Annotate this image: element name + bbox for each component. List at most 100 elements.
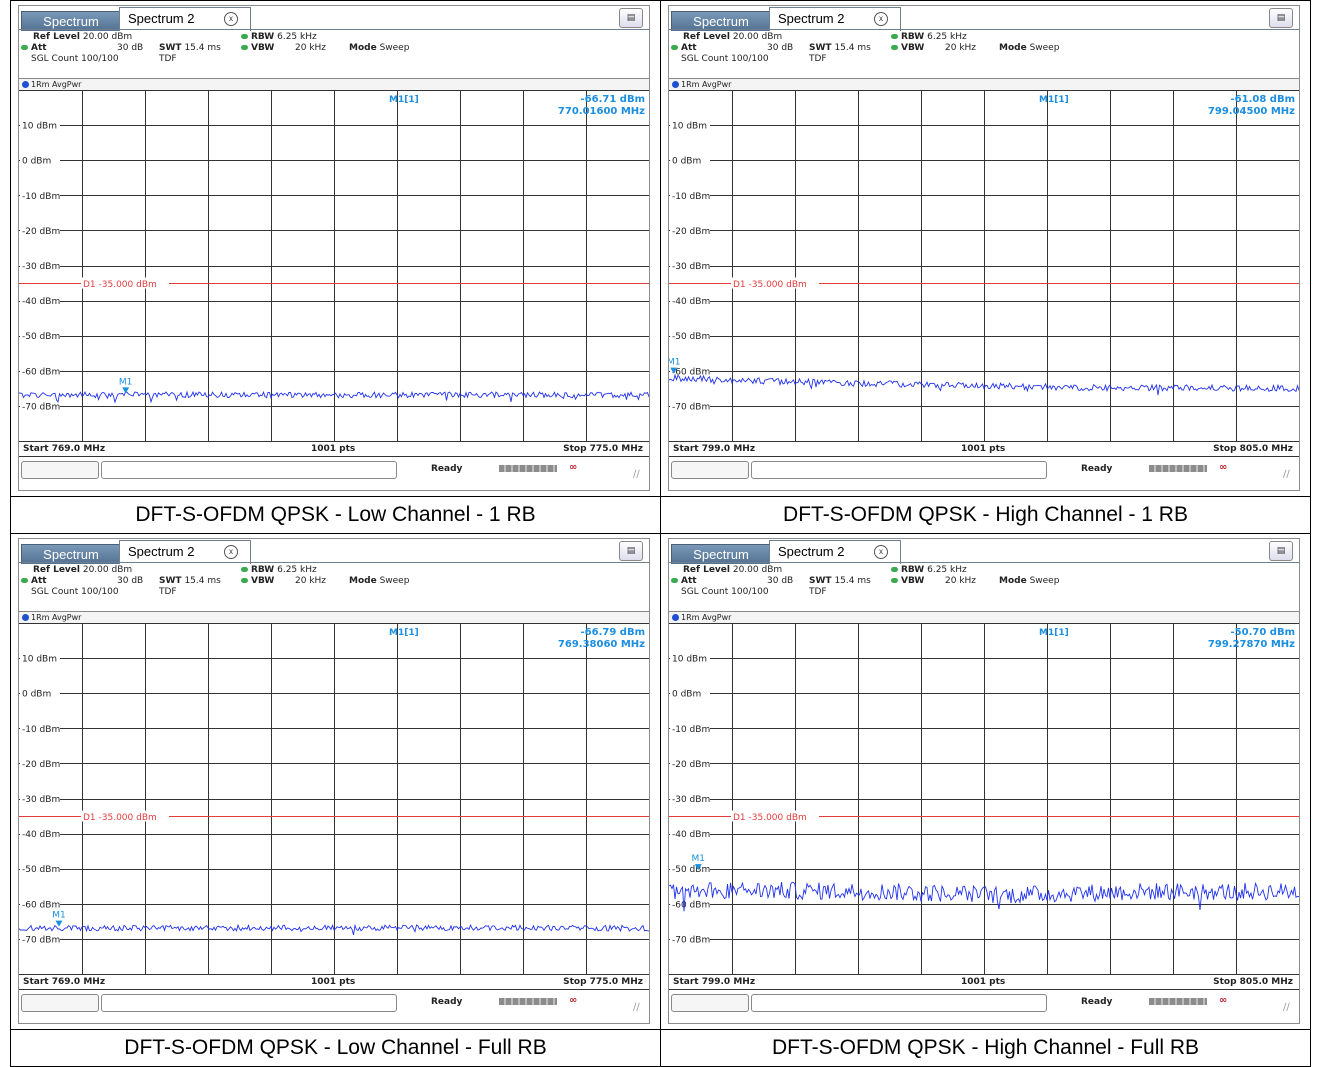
cell-low-1rb: Spectrum Spectrum 2 x ▤ Ref Level 20.00 … [10, 0, 661, 497]
att-indicator-icon [671, 578, 678, 583]
tab-spectrum[interactable]: Spectrum [21, 544, 121, 564]
resize-grip-icon[interactable]: ∕∕ [1283, 1002, 1290, 1013]
status-field-left[interactable] [671, 994, 749, 1012]
y-tick-label-bg [20, 224, 60, 236]
start-frequency: Start 769.0 MHz [23, 977, 106, 987]
y-tick-label: -50 dBm [672, 865, 710, 875]
y-tick-label: -10 dBm [22, 192, 60, 202]
y-tick-label: -30 dBm [22, 262, 60, 272]
y-tick-label: -70 dBm [22, 402, 60, 412]
y-tick-label-bg [20, 862, 60, 874]
limit-label: D1 -35.000 dBm [83, 280, 157, 290]
tab-spectrum[interactable]: Spectrum [671, 11, 771, 31]
swt-info: SWT 15.4 ms [159, 43, 221, 53]
sgl-count: SGL Count 100/100 [31, 54, 119, 64]
y-tick-label: 10 dBm [22, 655, 57, 665]
marker-m1-icon [55, 920, 63, 927]
status-field-left[interactable] [671, 461, 749, 479]
close-icon[interactable]: x [224, 545, 238, 559]
y-tick-label: -10 dBm [22, 725, 60, 735]
tab-spectrum[interactable]: Spectrum [671, 544, 771, 564]
att-label: Att [31, 576, 47, 586]
y-tick-label-bg [20, 364, 60, 376]
spectrum-plot[interactable]: 10 dBm 0 dBm -10 dBm -20 dBm -30 dBm -40 dBm -… [669, 623, 1299, 974]
spectrum-chart: 10 dBm 0 dBm -10 dBm -20 dBm -30 dBm -40 dBm -… [669, 90, 1299, 441]
caption-high-1rb: DFT-S-OFDM QPSK - High Channel - 1 RB [660, 496, 1311, 534]
y-tick-label-bg [670, 119, 710, 131]
grid-menu-icon[interactable]: ▤ [1269, 541, 1293, 561]
att-info: Att [671, 576, 697, 586]
progress-bar [1149, 465, 1207, 472]
spectrum-plot[interactable]: 10 dBm 0 dBm -10 dBm -20 dBm -30 dBm -40 dBm -… [19, 90, 649, 441]
tab-divider [19, 29, 649, 30]
resize-grip-icon[interactable]: ∕∕ [633, 1002, 640, 1013]
vbw-info: VBW [891, 576, 924, 586]
vbw-indicator-icon [241, 45, 248, 50]
spectrum-plot[interactable]: 10 dBm 0 dBm -10 dBm -20 dBm -30 dBm -40 dBm -… [19, 623, 649, 974]
swt-value: 15.4 ms [834, 576, 871, 586]
y-tick-label: -10 dBm [672, 192, 710, 202]
ref-level-value: 20.00 dBm [732, 565, 783, 575]
y-tick-label: -30 dBm [22, 795, 60, 805]
spectrum-plot[interactable]: 10 dBm 0 dBm -10 dBm -20 dBm -30 dBm -40 dBm -… [669, 90, 1299, 441]
tab-spectrum-2[interactable]: Spectrum 2 x [769, 540, 901, 564]
tdf-label: TDF [809, 54, 827, 64]
trace-1-avgpwr [669, 881, 1299, 912]
status-field-left[interactable] [21, 994, 99, 1012]
y-tick-label-bg [670, 687, 710, 699]
grid-menu-icon[interactable]: ▤ [619, 541, 643, 561]
att-label: Att [31, 43, 47, 53]
grid-menu-icon[interactable]: ▤ [619, 8, 643, 28]
tab-spectrum[interactable]: Spectrum [21, 11, 121, 31]
rbw-value: 6.25 kHz [927, 32, 967, 42]
marker-readout-level: -66.79 dBm [581, 627, 645, 638]
vbw-label: VBW [251, 43, 275, 53]
trace-1-avgpwr [669, 373, 1299, 396]
trace-indicator-icon [22, 614, 29, 621]
status-field-message[interactable] [101, 461, 397, 479]
close-icon[interactable]: x [224, 12, 238, 26]
tab-spectrum-2[interactable]: Spectrum 2 x [119, 540, 251, 564]
rbw-value: 6.25 kHz [277, 565, 317, 575]
y-tick-label: -60 dBm [672, 367, 710, 377]
spectrum-chart: 10 dBm 0 dBm -10 dBm -20 dBm -30 dBm -40 dBm -… [669, 623, 1299, 974]
swt-label: SWT [809, 576, 832, 586]
marker-readout-frequency: 770.01600 MHz [558, 106, 645, 117]
ref-level-label: Ref Level [33, 565, 80, 575]
y-tick-label-bg [670, 154, 710, 166]
y-tick-label: -10 dBm [672, 725, 710, 735]
close-icon[interactable]: x [874, 545, 888, 559]
y-tick-label-bg [20, 294, 60, 306]
status-field-message[interactable] [751, 994, 1047, 1012]
tab-spectrum-2[interactable]: Spectrum 2 x [769, 7, 901, 31]
y-tick-label: -50 dBm [22, 865, 60, 875]
grid-menu-icon[interactable]: ▤ [1269, 8, 1293, 28]
tab-spectrum-2[interactable]: Spectrum 2 x [119, 7, 251, 31]
status-field-message[interactable] [101, 994, 397, 1012]
tab-bar: Spectrum Spectrum 2 x ▤ [669, 539, 1299, 564]
marker-readout-frequency: 799.27870 MHz [1208, 639, 1295, 650]
ref-level-value: 20.00 dBm [82, 565, 133, 575]
ref-level-info: Ref Level 20.00 dBm [33, 32, 132, 42]
mode-value: Sweep [1029, 576, 1060, 586]
progress-bar [1149, 998, 1207, 1005]
resize-grip-icon[interactable]: ∕∕ [633, 469, 640, 480]
marker-m1-tag: M1 [669, 358, 680, 368]
frequency-axis-bar: Start 769.0 MHz 1001 pts Stop 775.0 MHz [19, 441, 649, 457]
mode-label: Mode [349, 576, 377, 586]
status-field-left[interactable] [21, 461, 99, 479]
marker-readout-name: M1[1] [1039, 95, 1069, 105]
y-tick-label-bg [20, 792, 60, 804]
resize-grip-icon[interactable]: ∕∕ [1283, 469, 1290, 480]
analyzer-window: Spectrum Spectrum 2 x ▤ Ref Level 20.00 … [18, 538, 650, 1024]
vbw-value: 20 kHz [295, 43, 327, 53]
tdf-label: TDF [159, 587, 177, 597]
tab-divider [669, 29, 1299, 30]
close-icon[interactable]: x [874, 12, 888, 26]
limit-label: D1 -35.000 dBm [733, 280, 807, 290]
rs-logo-icon: ∞ [1219, 462, 1228, 473]
y-tick-label: -20 dBm [22, 760, 60, 770]
status-field-message[interactable] [751, 461, 1047, 479]
frequency-axis-bar: Start 769.0 MHz 1001 pts Stop 775.0 MHz [19, 974, 649, 990]
att-info: Att [21, 43, 47, 53]
